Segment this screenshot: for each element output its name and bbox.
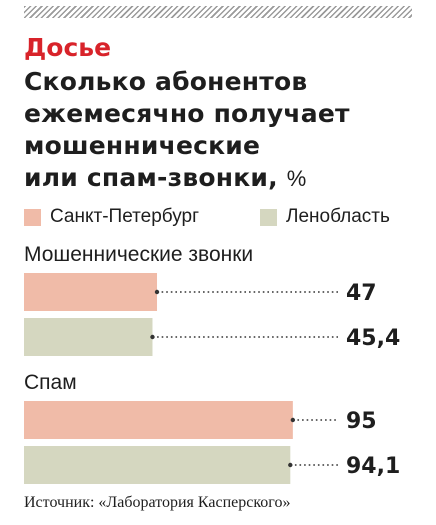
bar-fraud-lo (24, 318, 153, 356)
title-unit: % (286, 166, 307, 191)
title-line-1: Сколько абонентов (24, 67, 308, 96)
bar-end-dot-fraud-spb (154, 289, 160, 295)
legend-swatch-lo (260, 209, 277, 226)
value-label-fraud-lo: 45,4 (346, 326, 400, 351)
value-label-fraud-spb: 47 (346, 281, 377, 306)
group-title-spam: Спам (24, 371, 77, 394)
source-note: Источник: «Лаборатория Касперского» (24, 494, 291, 511)
hatched-top-bar (24, 6, 412, 18)
bar-spam-lo (24, 446, 291, 484)
bar-end-dot-fraud-lo (150, 334, 155, 340)
title-line-2: ежемесячно получает (24, 99, 350, 128)
value-label-spam-lo: 94,1 (346, 454, 400, 479)
title-line-3: мошеннические (24, 131, 261, 160)
group-title-fraud: Мошеннические звонки (24, 243, 254, 266)
title-line-4: или спам-звонки, (24, 163, 278, 192)
chart-title: Сколько абонентов ежемесячно получает мо… (24, 66, 424, 195)
bar-fraud-spb (24, 273, 158, 311)
bar-spam-spb (24, 401, 293, 439)
value-label-spam-spb: 95 (346, 409, 377, 434)
legend-label-spb: Санкт-Петербург (50, 206, 200, 227)
legend-label-lo: Ленобласть (286, 206, 390, 227)
bar-end-dot-spam-spb (290, 417, 296, 423)
bar-end-dot-spam-lo (288, 462, 293, 468)
section-kicker: Досье (24, 33, 112, 62)
legend-swatch-spb (24, 209, 41, 226)
